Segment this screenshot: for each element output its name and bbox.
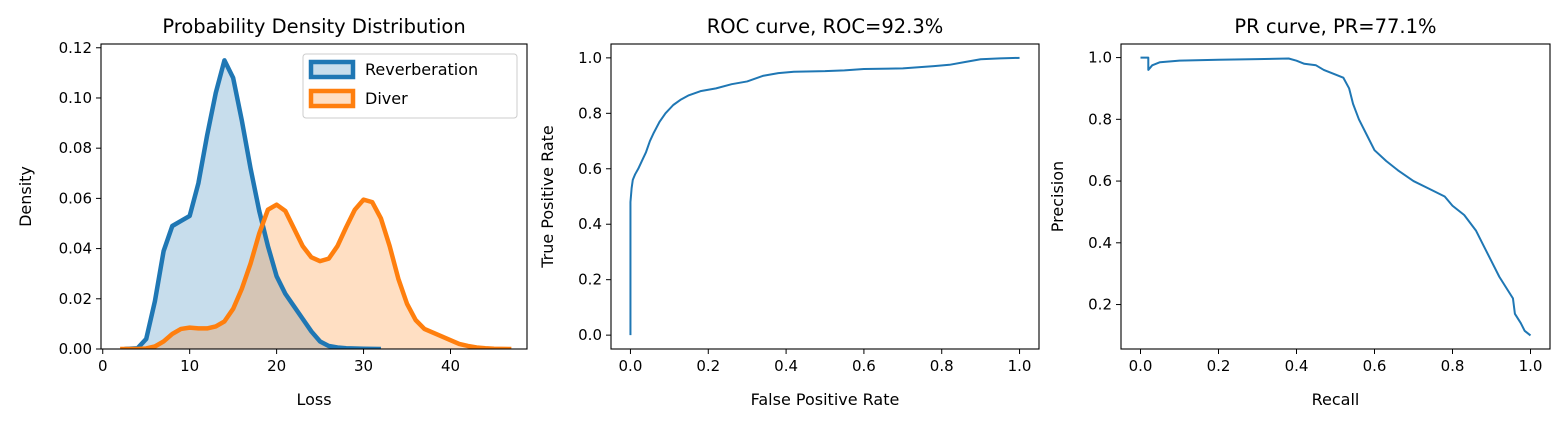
chart-3: 0.0 0.2 0.4 0.6 0.8 1.0 0.2 0.4 0.6 0.8 1.0 PR curv… (1048, 15, 1551, 409)
y-tick-label: 0.00 (59, 340, 92, 358)
series-0-line (1140, 56, 1532, 337)
y-tick-label: 1.0 (1088, 49, 1112, 67)
chart-title: Probability Density Distribution (162, 15, 465, 38)
series-0-line (629, 56, 1020, 336)
y-tick-label: 0.6 (1088, 172, 1112, 190)
y-axis-label: Density (16, 166, 35, 227)
x-tick-label: 0.0 (619, 357, 643, 375)
y-tick-label: 0.08 (59, 139, 92, 157)
x-tick-label: 10 (180, 357, 199, 375)
plot-area (1140, 56, 1532, 337)
plot-area (120, 58, 512, 349)
x-tick-label: 0.2 (1207, 357, 1231, 375)
x-tick-label: 0.8 (1441, 357, 1465, 375)
x-tick-label: 0.6 (1363, 357, 1387, 375)
series-1-fill (120, 199, 512, 349)
series-0-line (124, 58, 381, 349)
y-tick-label: 0.6 (578, 160, 602, 178)
y-tick-label: 1.0 (578, 49, 602, 67)
x-tick-label: 0.2 (696, 357, 720, 375)
series-0-fill (124, 60, 381, 349)
x-tick-label: 0.6 (852, 357, 876, 375)
chart-2: 0.0 0.2 0.4 0.6 0.8 1.0 0.0 0.2 0.4 0.6 0.8 1.0 ROC … (538, 15, 1040, 409)
legend-swatch-1 (308, 88, 356, 109)
x-tick-label: 0.0 (1129, 357, 1153, 375)
x-tick-label: 0.8 (930, 357, 954, 375)
y-tick-label: 0.04 (59, 240, 92, 258)
x-tick-label: 20 (267, 357, 286, 375)
x-tick-label: 1.0 (1008, 357, 1032, 375)
y-tick-label: 0.10 (59, 89, 92, 107)
chart-title: ROC curve, ROC=92.3% (707, 15, 944, 38)
legend-box (302, 53, 518, 119)
y-axis-label: Precision (1048, 161, 1067, 232)
y-tick-label: 0.06 (59, 189, 92, 207)
series-1-line (120, 197, 512, 349)
y-tick-label: 0.02 (59, 290, 92, 308)
y-axis-label: True Positive Rate (538, 125, 557, 269)
x-axis-label: Recall (1312, 390, 1360, 409)
axes-frame (1120, 43, 1551, 350)
x-axis-label: False Positive Rate (751, 390, 900, 409)
y-tick-label: 0.0 (578, 326, 602, 344)
legend: Reverberation Diver (302, 53, 518, 119)
y-tick-label: 0.2 (578, 271, 602, 289)
y-tick-label: 0.8 (1088, 110, 1112, 128)
y-tick-label: 0.12 (59, 39, 92, 57)
axes-frame (100, 43, 528, 350)
chart-title: PR curve, PR=77.1% (1234, 15, 1436, 38)
x-tick-label: 40 (441, 357, 460, 375)
chart-1: 0 10 20 30 40 0.00 0.02 0.04 0.06 0.08 0.10 0.12 Pro… (16, 15, 528, 409)
x-tick-label: 30 (354, 357, 373, 375)
legend-swatch-0 (308, 59, 356, 80)
y-tick-label: 0.8 (578, 104, 602, 122)
x-tick-label: 1.0 (1519, 357, 1543, 375)
legend-label-1: Diver (365, 89, 408, 108)
axes-frame (610, 43, 1040, 350)
legend-label-0: Reverberation (365, 60, 478, 79)
x-tick-label: 0.4 (774, 357, 798, 375)
plot-area (629, 56, 1020, 336)
x-tick-label: 0 (98, 357, 108, 375)
y-tick-label: 0.2 (1088, 296, 1112, 314)
x-axis-label: Loss (296, 390, 331, 409)
y-tick-label: 0.4 (578, 215, 602, 233)
x-tick-label: 0.4 (1285, 357, 1309, 375)
y-tick-label: 0.4 (1088, 234, 1112, 252)
